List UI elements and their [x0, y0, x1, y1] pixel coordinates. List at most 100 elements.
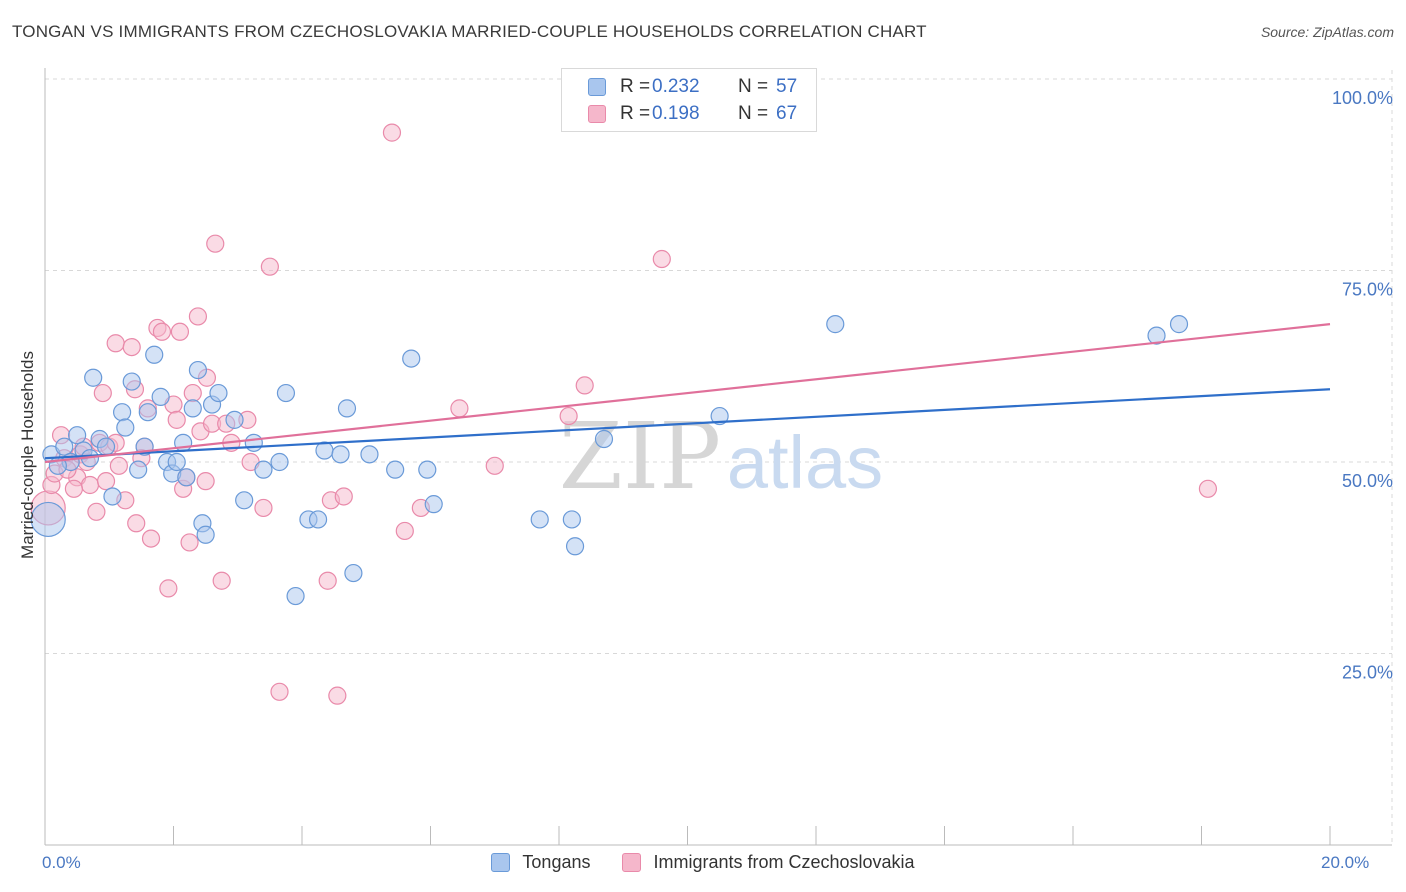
tongan-point	[112, 403, 132, 422]
tongan-point	[235, 491, 254, 510]
tongan-point	[122, 372, 141, 391]
tongan-point	[68, 426, 87, 445]
tongan-point	[360, 445, 379, 464]
czech-point	[96, 472, 116, 491]
legend-label-tongans: Tongans	[522, 852, 591, 872]
legend-row-czech: R = 0.198 N = 67	[588, 103, 797, 125]
czech-point	[87, 502, 106, 521]
source-label: Source: ZipAtlas.com	[1260, 24, 1394, 40]
x-tick-label-max: 20.0%	[1321, 853, 1370, 872]
czech-point	[188, 307, 208, 326]
czech-point	[318, 571, 337, 590]
tongan-point	[196, 525, 215, 544]
series-legend: Tongans Immigrants from Czechoslovakia	[0, 852, 1406, 873]
czech-point	[141, 529, 161, 548]
tongan-point	[331, 445, 350, 464]
tongan-point	[188, 360, 208, 380]
legend-n-value: 67	[776, 103, 798, 124]
czech-point	[80, 475, 100, 495]
legend-r-label: R =	[620, 76, 651, 97]
tongan-point	[129, 460, 148, 479]
tongan-point	[244, 433, 263, 452]
tongan-point	[286, 586, 305, 606]
czech-point	[1198, 479, 1218, 498]
czech-point	[152, 322, 172, 341]
czech-point	[167, 410, 186, 429]
watermark-zip: ZIP	[559, 403, 721, 510]
tongan-point	[710, 406, 729, 426]
tongan-point	[225, 410, 244, 429]
tongan-point	[183, 399, 202, 418]
legend-swatch-czech	[588, 105, 606, 123]
tongan-point	[103, 487, 122, 506]
tongan-point	[167, 452, 186, 472]
legend-n-label: N =	[738, 103, 769, 124]
y-tick-label: 75.0%	[1342, 280, 1393, 300]
czech-point	[334, 487, 353, 506]
tongan-point	[308, 510, 328, 529]
legend-item-czech[interactable]: Immigrants from Czechoslovakia	[622, 852, 915, 873]
points-layer	[30, 69, 1218, 705]
czech-point	[106, 334, 125, 353]
y-tick-labels: 25.0% 50.0% 75.0% 100.0%	[1332, 88, 1393, 683]
tongan-point	[386, 460, 405, 479]
czech-point	[196, 472, 215, 491]
y-tick-label: 100.0%	[1332, 88, 1393, 108]
tongan-point	[55, 437, 74, 456]
tongan-point	[254, 460, 273, 479]
trend-layer	[44, 323, 1331, 464]
tongan-point	[138, 403, 157, 422]
legend-swatch-tongans	[491, 853, 511, 872]
czech-point	[64, 479, 84, 498]
legend-r-value: 0.198	[652, 103, 700, 124]
tongan-point	[424, 495, 443, 514]
legend-r-value: 0.232	[652, 76, 700, 97]
tongan-point	[116, 418, 135, 437]
y-tick-label: 50.0%	[1342, 471, 1393, 491]
watermark-atlas: atlas	[727, 421, 883, 504]
czech-point	[159, 579, 178, 598]
watermark: ZIP atlas	[559, 403, 883, 510]
czech-trend-line	[44, 323, 1331, 464]
tongan-point	[418, 460, 437, 479]
czech-point	[575, 376, 594, 395]
tongan-point	[96, 437, 116, 456]
tongan-point	[30, 501, 66, 538]
tongan-point	[209, 383, 228, 403]
czech-point	[183, 383, 202, 403]
legend-swatch-tongans	[588, 78, 606, 96]
czech-point	[212, 571, 231, 590]
legend-item-tongans[interactable]: Tongans	[491, 852, 590, 873]
czech-point	[109, 456, 128, 475]
tongan-point	[562, 510, 581, 529]
czech-point	[206, 234, 225, 253]
legend-r-label: R =	[620, 103, 651, 124]
czech-point	[170, 322, 190, 341]
legend-label-czech: Immigrants from Czechoslovakia	[653, 852, 915, 872]
czech-point	[260, 257, 279, 276]
tongan-trend-line	[44, 388, 1331, 460]
tongan-point	[145, 345, 164, 364]
tongan-point	[594, 429, 614, 449]
czech-point	[395, 521, 414, 541]
y-tick-label: 25.0%	[1342, 663, 1393, 683]
czech-point	[127, 514, 146, 533]
tongan-point	[276, 383, 296, 403]
czech-point	[270, 682, 289, 701]
tongan-point	[337, 399, 357, 418]
tongan-point	[270, 452, 289, 472]
legend-n-value: 57	[776, 76, 798, 97]
czech-point	[382, 123, 402, 142]
legend-swatch-czech	[622, 853, 642, 872]
x-tick-label-min: 0.0%	[42, 853, 81, 872]
chart-title: TONGAN VS IMMIGRANTS FROM CZECHOSLOVAKIA…	[12, 22, 927, 41]
tongan-point	[826, 315, 845, 334]
czech-point	[180, 533, 199, 552]
y-axis-label: Married-couple Households	[18, 351, 37, 559]
czech-point	[93, 383, 112, 403]
czech-point	[254, 498, 273, 518]
czech-point	[122, 338, 141, 357]
czech-point	[328, 686, 347, 705]
czech-point	[652, 249, 671, 269]
